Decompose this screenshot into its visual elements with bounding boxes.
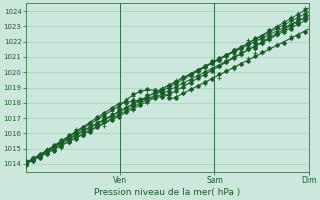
- X-axis label: Pression niveau de la mer( hPa ): Pression niveau de la mer( hPa ): [94, 188, 240, 197]
